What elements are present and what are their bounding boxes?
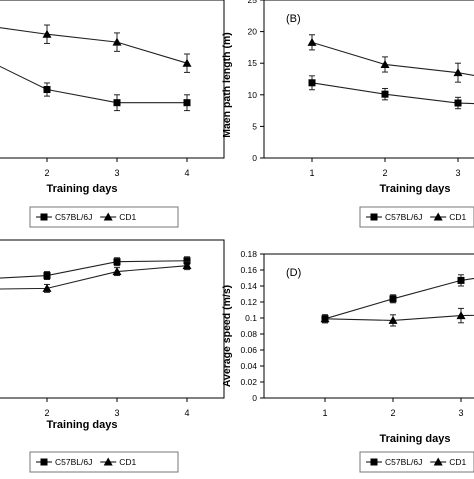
data-point-triangle [182, 58, 192, 67]
y-tick-label: 0.04 [240, 361, 257, 371]
legend-label: C57BL/6J [55, 457, 92, 467]
panel-label: (D) [286, 267, 301, 279]
chart-panel-2: 0 5 10 15 20 25 1 2 3 Training days Maen path leng… [221, 0, 474, 228]
plot-frame [0, 239, 225, 399]
y-tick-label: 0.06 [240, 345, 257, 355]
x-tick-label: 2 [390, 408, 395, 418]
legend: C57BL/6J CD1 [359, 451, 474, 473]
data-point-square [113, 99, 121, 107]
y-tick-label: 0.08 [240, 329, 257, 339]
data-point-triangle [307, 37, 317, 46]
x-tick-label: 3 [114, 408, 119, 418]
data-point-square [389, 295, 397, 303]
x-tick-label: 3 [114, 168, 119, 178]
legend: C57BL/6J CD1 [359, 206, 474, 228]
x-tick-label: 1 [309, 168, 314, 178]
data-point-square [454, 99, 462, 107]
data-point-triangle [380, 59, 390, 68]
legend-marker-triangle [433, 212, 443, 221]
series-line-square [324, 277, 474, 320]
chart-panel-1: 2 3 4 Training days C57BL/6J CD1 [0, 0, 225, 228]
legend-box [359, 451, 474, 473]
data-point-triangle [42, 29, 52, 38]
y-axis-label: Maen path length (m) [221, 32, 233, 138]
panel-label: (B) [286, 13, 301, 25]
data-point-triangle [320, 314, 330, 323]
legend-label: CD1 [449, 457, 466, 467]
x-axis-label: Training days [47, 183, 118, 195]
data-point-square [308, 79, 316, 87]
y-tick-label: 0.1 [245, 313, 257, 323]
y-tick-label: 15 [248, 58, 258, 68]
y-tick-label: 25 [248, 0, 258, 5]
x-tick-label: 2 [44, 408, 49, 418]
x-tick-label: 3 [458, 408, 463, 418]
data-point-square [43, 86, 51, 94]
y-tick-label: 0 [252, 153, 257, 163]
data-point-triangle [388, 315, 398, 324]
data-point-square [381, 90, 389, 98]
plot-frame [263, 0, 474, 159]
y-tick-label: 0.18 [240, 249, 257, 259]
x-tick-label: 4 [184, 168, 189, 178]
legend-label: CD1 [449, 212, 466, 222]
legend-marker-square [370, 458, 378, 466]
legend-marker-square [370, 213, 378, 221]
legend-marker-triangle [103, 457, 113, 466]
y-tick-label: 5 [252, 121, 257, 131]
series-line-square [0, 260, 188, 279]
legend-label: C57BL/6J [385, 212, 422, 222]
series-line-triangle [0, 27, 188, 64]
y-axis-label: Average speed (m/s) [221, 285, 233, 387]
data-point-square [113, 258, 121, 266]
chart-panel-4: 0 0.02 0.04 0.06 0.08 0.1 0.12 0.14 0.16 0.18 1 2 3 T… [221, 249, 474, 473]
series-line-square [0, 65, 187, 104]
x-axis-label: Training days [380, 433, 451, 445]
legend-label: CD1 [119, 212, 136, 222]
series-line-triangle [0, 265, 188, 290]
y-tick-label: 0 [252, 393, 257, 403]
y-tick-label: 10 [248, 90, 258, 100]
legend-marker-square [40, 213, 48, 221]
data-point-triangle [453, 68, 463, 77]
x-tick-label: 2 [382, 168, 387, 178]
legend-marker-triangle [433, 457, 443, 466]
y-tick-label: 0.12 [240, 297, 257, 307]
chart-panel-3: 2 3 4 Training days C57BL/6J CD1 [0, 239, 225, 473]
plot-frame [263, 253, 474, 399]
x-tick-label: 1 [322, 408, 327, 418]
data-point-triangle [112, 37, 122, 46]
y-tick-label: 0.02 [240, 377, 257, 387]
legend-marker-triangle [103, 212, 113, 221]
x-tick-label: 2 [44, 168, 49, 178]
series-line-triangle [311, 41, 474, 77]
data-point-triangle [182, 261, 192, 270]
legend-marker-square [40, 458, 48, 466]
data-point-triangle [456, 311, 466, 320]
data-point-square [183, 99, 191, 107]
x-tick-label: 4 [184, 408, 189, 418]
data-point-triangle [42, 283, 52, 292]
series-line-triangle [324, 314, 474, 321]
plot-frame [0, 0, 225, 159]
data-point-square [183, 257, 191, 265]
y-tick-label: 0.14 [240, 281, 257, 291]
legend-label: C57BL/6J [385, 457, 422, 467]
y-tick-label: 0.16 [240, 265, 257, 275]
x-axis-label: Training days [380, 183, 451, 195]
legend-label: CD1 [119, 457, 136, 467]
data-point-square [457, 276, 465, 284]
data-point-square [43, 272, 51, 280]
legend: C57BL/6J CD1 [29, 206, 179, 228]
series-line-square [311, 82, 474, 105]
y-tick-label: 20 [248, 27, 258, 37]
x-axis-label: Training days [47, 419, 118, 431]
data-point-triangle [112, 267, 122, 276]
x-tick-label: 3 [455, 168, 460, 178]
legend-box [359, 206, 474, 228]
legend: C57BL/6J CD1 [29, 451, 179, 473]
legend-label: C57BL/6J [55, 212, 92, 222]
